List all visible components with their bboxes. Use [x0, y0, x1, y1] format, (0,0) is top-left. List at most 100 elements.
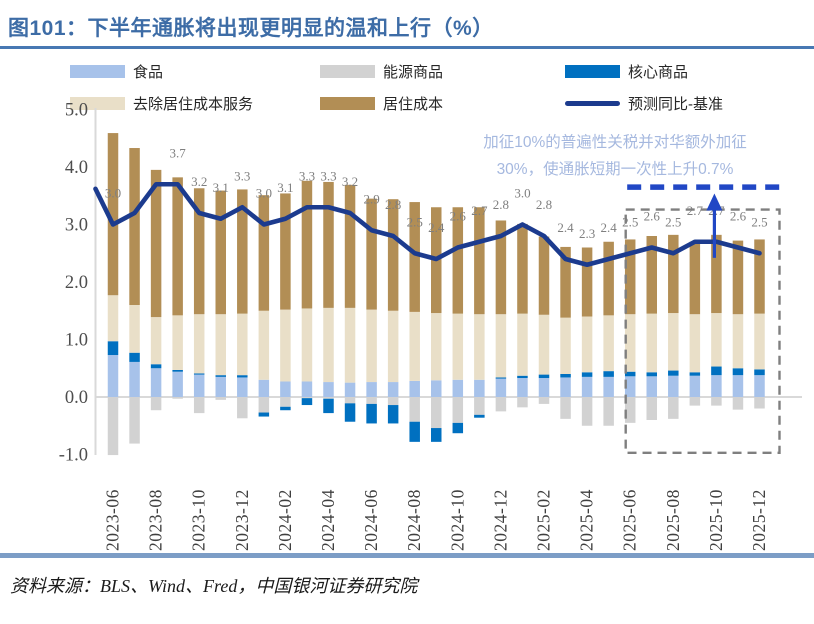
bar-segment-居住成本-2025-03	[560, 246, 571, 318]
bar-segment-食品-2024-06	[366, 382, 377, 397]
bar-segment-食品-2024-01	[258, 379, 270, 397]
legend-item-去除居住成本服务: 去除居住成本服务	[70, 94, 254, 113]
bar-segment-去除居住成本服务-2025-12	[754, 313, 765, 370]
bar-segment-居住成本-2024-11	[474, 207, 485, 315]
bar-segment-核心商品-2025-10	[711, 366, 722, 376]
x-tick-label: 2025-08	[663, 489, 683, 551]
bar-segment-食品-2023-06	[107, 355, 119, 397]
bar-segment-去除居住成本服务-2024-06	[366, 309, 377, 383]
bar-segment-居住成本-2023-08	[150, 169, 162, 318]
line-data-label: 2.6	[730, 209, 747, 224]
bar-segment-去除居住成本服务-2024-04	[323, 307, 334, 383]
bar-segment-食品-2024-03	[301, 381, 313, 397]
legend-color-swatch	[565, 64, 620, 78]
bar-segment-食品-2025-12	[754, 375, 765, 397]
bar-segment-核心商品-2023-08	[150, 364, 162, 369]
x-tick-label: 2023-08	[146, 489, 166, 551]
bar-segment-居住成本-2024-04	[323, 181, 334, 308]
bar-segment-核心商品-2023-09	[172, 369, 183, 372]
bottom-rule	[0, 553, 814, 558]
bar-segment-去除居住成本服务-2025-10	[711, 313, 722, 367]
bar-segment-去除居住成本服务-2025-11	[732, 314, 744, 369]
line-data-label: 2.4	[601, 220, 618, 235]
line-data-label: 2.6	[644, 209, 661, 224]
bar-segment-能源商品-2025-02	[538, 397, 550, 404]
line-data-label: 2.5	[665, 214, 681, 229]
bar-segment-核心商品-2025-11	[732, 368, 744, 376]
bar-segment-居住成本-2023-07	[129, 148, 140, 305]
bar-segment-食品-2025-01	[517, 378, 528, 397]
bar-segment-居住成本-2024-02	[280, 193, 291, 310]
bar-segment-能源商品-2023-11	[215, 397, 226, 400]
bar-segment-能源商品-2024-04	[323, 397, 334, 399]
bar-segment-去除居住成本服务-2025-02	[538, 314, 550, 375]
y-tick-label: -1.0	[59, 446, 88, 466]
chart-legend: 食品 能源商品 核心商品 去除居住成本服务 居住成本 预测同比-基准	[0, 58, 814, 113]
bar-segment-核心商品-2024-10	[452, 422, 464, 434]
bar-segment-去除居住成本服务-2025-06	[624, 314, 636, 372]
bar-segment-居住成本-2024-12	[495, 220, 507, 315]
bar-segment-核心商品-2023-07	[129, 352, 140, 362]
bar-segment-去除居住成本服务-2025-08	[668, 313, 679, 371]
bar-segment-能源商品-2024-07	[387, 397, 399, 406]
line-data-label: 2.8	[385, 197, 401, 212]
bar-segment-核心商品-2024-04	[323, 398, 334, 414]
line-data-label: 2.6	[450, 209, 467, 224]
bar-segment-居住成本-2025-08	[668, 234, 679, 314]
bar-segment-食品-2025-04	[581, 376, 593, 397]
bar-segment-核心商品-2024-11	[474, 414, 485, 418]
x-tick-label: 2024-10	[447, 489, 467, 551]
line-data-label: 2.8	[493, 197, 509, 212]
tariff-annotation-line1: 加征10%的普遍性关税并对华额外加征	[483, 134, 747, 151]
bar-segment-食品-2024-04	[323, 382, 334, 397]
bar-segment-核心商品-2024-01	[258, 412, 270, 417]
line-data-label: 2.7	[687, 203, 704, 218]
y-tick-label: 3.0	[65, 216, 88, 236]
legend-color-swatch	[70, 64, 125, 78]
source-note: 资料来源：BLS、Wind、Fred，中国银河证券研究院	[10, 576, 418, 596]
line-data-label: 3.3	[320, 168, 336, 183]
bar-segment-居住成本-2024-07	[387, 199, 399, 311]
bar-segment-能源商品-2025-07	[646, 397, 657, 420]
bar-segment-去除居住成本服务-2023-06	[107, 295, 119, 342]
bar-segment-食品-2025-03	[560, 377, 571, 397]
bar-segment-居住成本-2025-01	[517, 223, 528, 314]
bar-segment-能源商品-2025-09	[689, 397, 701, 406]
bar-segment-能源商品-2025-01	[517, 397, 528, 408]
y-tick-label: 0.0	[65, 388, 88, 408]
x-tick-label: 2023-10	[189, 489, 209, 551]
bar-segment-食品-2024-08	[409, 380, 420, 397]
bar-segment-去除居住成本服务-2025-03	[560, 317, 571, 374]
bar-segment-去除居住成本服务-2023-11	[215, 314, 226, 376]
line-data-label: 3.2	[342, 174, 358, 189]
y-tick-label: 4.0	[65, 158, 88, 178]
bar-segment-去除居住成本服务-2023-12	[237, 313, 248, 376]
bar-segment-食品-2023-10	[193, 374, 205, 397]
bar-segment-食品-2025-11	[732, 375, 744, 397]
bar-segment-食品-2025-06	[624, 376, 636, 397]
bar-segment-核心商品-2024-07	[387, 405, 399, 424]
line-data-label: 2.4	[428, 220, 445, 235]
bar-segment-去除居住成本服务-2025-04	[581, 316, 593, 373]
bar-segment-去除居住成本服务-2023-10	[193, 314, 205, 374]
bar-segment-核心商品-2025-05	[603, 371, 614, 377]
bar-segment-食品-2025-09	[689, 375, 701, 397]
x-tick-label: 2024-04	[318, 489, 338, 551]
bar-segment-去除居住成本服务-2024-09	[431, 313, 442, 381]
legend-color-swatch	[320, 96, 375, 110]
bar-segment-居住成本-2025-07	[646, 236, 657, 314]
bar-segment-能源商品-2023-06	[107, 397, 119, 456]
bar-segment-居住成本-2024-05	[344, 184, 356, 308]
bar-segment-能源商品-2023-07	[129, 397, 140, 444]
bar-segment-核心商品-2025-03	[560, 374, 571, 378]
bar-segment-食品-2023-11	[215, 376, 226, 397]
legend-label: 去除居住成本服务	[133, 95, 254, 113]
bar-segment-居住成本-2025-11	[732, 240, 744, 315]
bar-segment-核心商品-2025-06	[624, 371, 636, 377]
bar-segment-居住成本-2025-09	[689, 241, 701, 315]
bar-segment-食品-2023-12	[237, 377, 248, 397]
y-tick-label: 2.0	[65, 273, 88, 293]
bar-segment-居住成本-2023-11	[215, 190, 226, 315]
y-tick-label: 1.0	[65, 331, 88, 351]
bar-segment-核心商品-2025-08	[668, 370, 679, 376]
